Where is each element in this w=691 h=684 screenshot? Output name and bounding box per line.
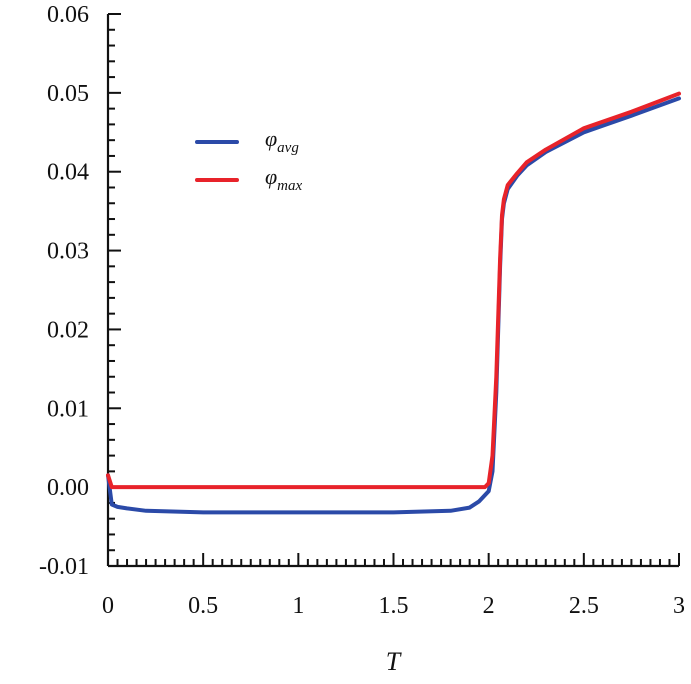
y-tick-label: 0.04	[47, 160, 89, 186]
series-layer	[106, 91, 681, 515]
x-axis-title: T	[386, 647, 402, 676]
x-ticks: 0 0.5 1 1.5 2 2.5 3	[102, 553, 685, 619]
series-line-avg	[106, 96, 681, 515]
legend: φavg φmax	[195, 126, 303, 194]
x-tick-label: 2	[483, 593, 495, 619]
x-tick-label: 2.5	[569, 593, 599, 619]
x-tick-label: 3	[673, 593, 685, 619]
legend-label-avg: φavg	[265, 126, 299, 156]
legend-symbol: φ	[265, 126, 277, 151]
y-tick-label: 0.06	[47, 2, 89, 28]
x-tick-label: 0.5	[188, 593, 218, 619]
y-tick-label: 0.00	[47, 475, 89, 501]
series-line-max	[106, 91, 681, 490]
x-tick-label: 0	[102, 593, 114, 619]
chart-axes	[106, 14, 679, 568]
x-tick-label: 1.5	[379, 593, 409, 619]
legend-subscript: avg	[277, 140, 299, 156]
minor-ticks	[108, 28, 671, 566]
y-tick-label: -0.01	[39, 554, 89, 580]
legend-symbol: φ	[265, 164, 277, 189]
y-tick-label: 0.05	[47, 81, 89, 107]
x-tick-label: 1	[292, 593, 304, 619]
y-tick-label: 0.03	[47, 239, 89, 265]
legend-label-max: φmax	[265, 164, 303, 194]
legend-subscript: max	[277, 178, 302, 194]
y-tick-label: 0.02	[47, 317, 89, 343]
y-tick-label: 0.01	[47, 396, 89, 422]
y-ticks: -0.01 0.00 0.01 0.02 0.03 0.04 0.05 0.06	[39, 2, 121, 580]
